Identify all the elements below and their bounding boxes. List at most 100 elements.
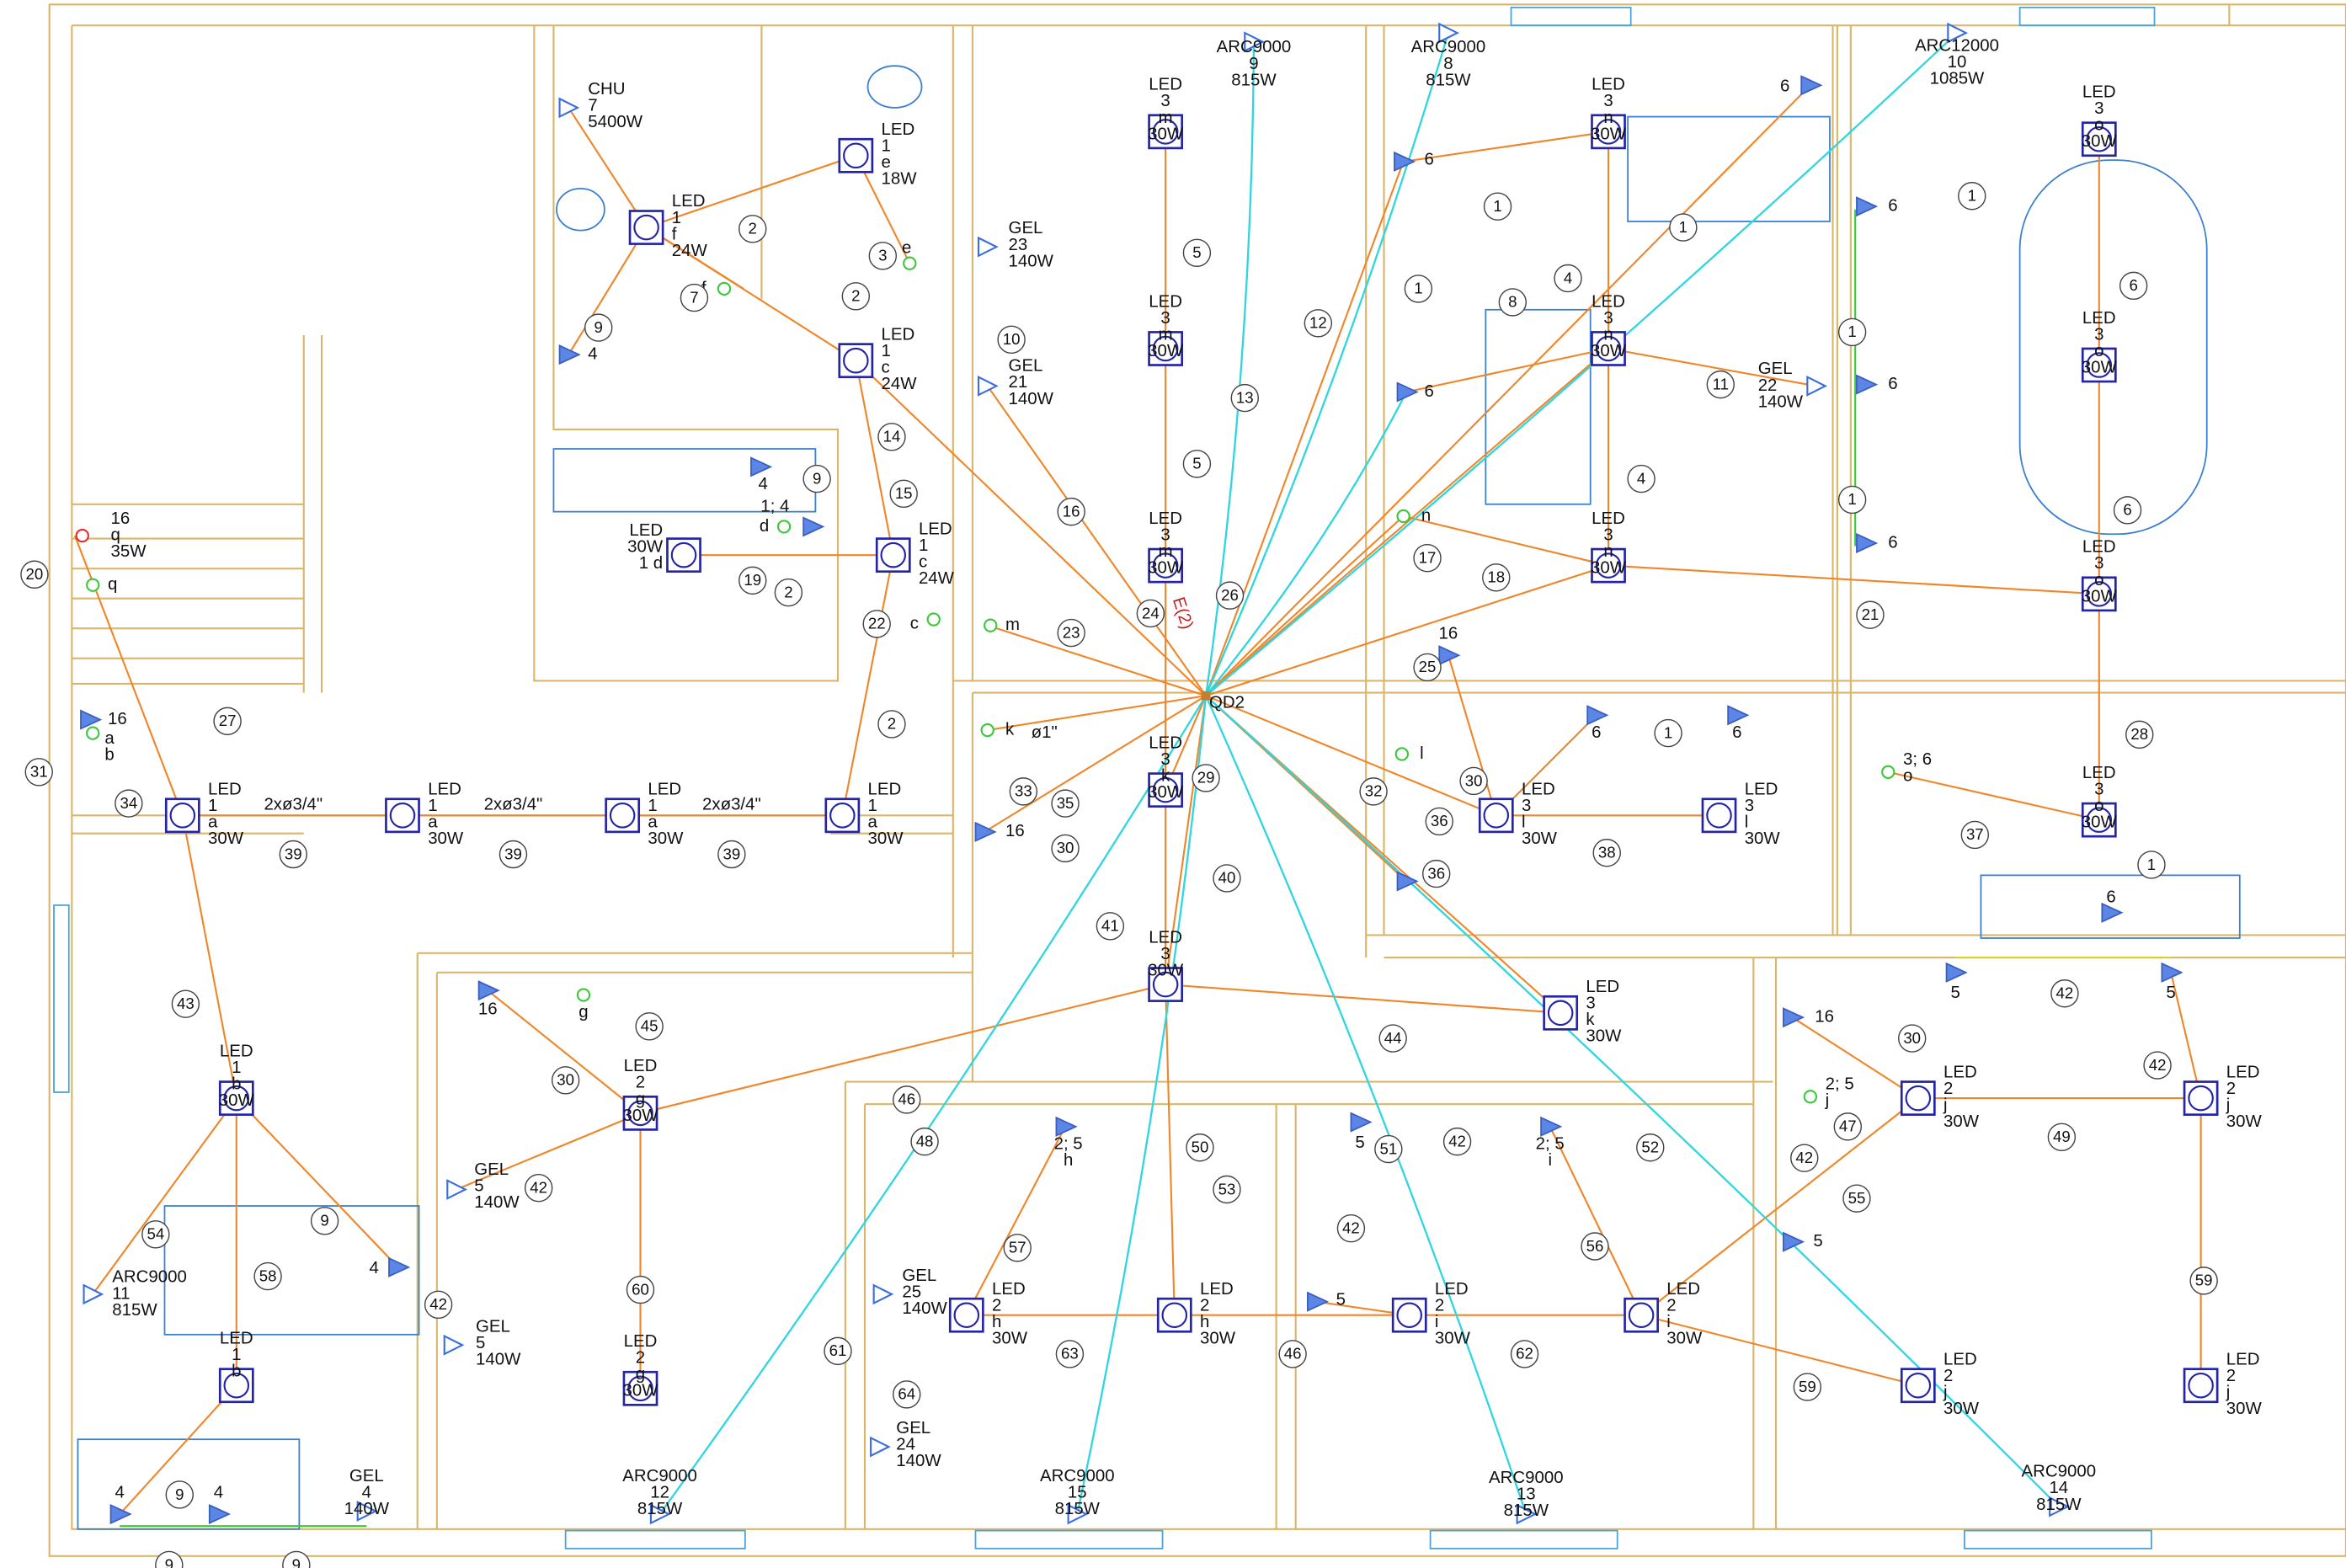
circuit-number: 28 [2130,725,2148,743]
outlet-symbol [1398,383,1417,401]
circuit-number: 1 [1847,323,1856,340]
equipment-label: 815W [2036,1496,2082,1514]
circuit-number: 35 [1057,794,1074,812]
fixture-label: 30W [992,1330,1028,1348]
equipment-label: 140W [474,1193,520,1212]
outlet-label: 5 [1336,1290,1346,1309]
fixture-label: 30W [1943,1400,1980,1418]
circuit-number: 42 [2149,1056,2167,1074]
switch-label: b [104,746,114,765]
fixture-label: 30W [2082,132,2118,151]
circuit-number: 1 [1847,490,1856,508]
switch-symbol [778,520,790,532]
fixture-label: 30W [2226,1112,2263,1131]
circuit-number: 36 [1431,812,1448,829]
equipment-symbol [978,377,996,395]
fixture-label: 30W [1435,1330,1471,1348]
equipment-symbol [447,1181,465,1198]
circuit-number: 61 [829,1341,847,1359]
pipe-label: 2xø3/4" [264,795,323,813]
equipment-label: 140W [1758,392,1804,411]
outlet-symbol [1541,1117,1560,1135]
fixture-label: 30W [2082,813,2118,832]
fixture-label: 30W [622,1382,658,1400]
toilet [557,189,605,231]
dining-table [2020,160,2207,534]
circuit-number: 9 [320,1212,328,1229]
wire [75,536,183,815]
outlet-symbol [1857,376,1876,393]
switch-symbol [87,579,99,591]
switch-symbol [928,613,940,625]
switch-label: c [910,614,919,632]
wire [237,1098,398,1267]
switch-symbol [904,258,915,269]
circuit-number: 62 [1516,1345,1533,1363]
fixture-label: 30W [1200,1330,1236,1348]
switch-label: m [1005,616,1020,634]
switch-symbol [984,620,996,632]
switch-label: g [579,1003,588,1021]
wire [1888,772,2099,820]
equipment-label: 140W [1009,252,1054,270]
equipment-label: 1085W [1930,70,1985,88]
circuit-number: 1 [1414,280,1422,297]
outlet-label: i [1548,1151,1552,1170]
circuit-number: 30 [1057,839,1074,856]
circuit-number: 59 [1799,1378,1816,1395]
wire [984,696,1206,832]
equipment-label: 140W [896,1452,941,1470]
outlet-symbol [1587,707,1607,724]
circuit-number: 58 [259,1267,277,1284]
fixture-label: 30W [1148,342,1184,360]
window [54,905,69,1092]
circuit-number: 14 [883,428,901,445]
fixture-label: 30W [1591,342,1627,360]
outlet-label: 4 [758,475,767,493]
switch-symbol [1398,510,1410,522]
circuit-number: 5 [1192,243,1201,261]
outlet-label: 4 [214,1484,223,1502]
wire [1165,984,1560,1013]
circuit-number: 46 [898,1091,915,1108]
outlet-symbol [1801,77,1821,94]
circuit-number: 54 [147,1225,164,1243]
outlet-symbol [1783,1233,1803,1251]
outlet-symbol [803,518,823,536]
outlet-label: 16 [1005,822,1025,840]
outlet-symbol [1947,963,1966,981]
equipment-symbol [874,1285,892,1303]
circuit-number: 11 [1713,375,1729,392]
circuit-number: 36 [1427,864,1445,882]
circuit-number: 25 [1419,658,1437,675]
outlet-label: 1; 4 [760,498,789,516]
fixture-label: 24W [882,375,918,393]
window [1512,8,1631,25]
outlet-label: 16 [1815,1008,1834,1027]
equipment-label: 815W [1426,71,1471,89]
circuit-number: 15 [895,484,913,502]
fixture-label: 30W [1943,1112,1980,1131]
circuit-number: 45 [641,1017,658,1035]
circuit-number: 2 [784,583,792,600]
circuit-number: 18 [1487,568,1505,586]
circuit-number: 19 [744,571,761,589]
switch-label: k [1005,720,1015,739]
circuit-number: 8 [1508,293,1517,311]
window [566,1531,745,1549]
fixture-label: 30W [1148,125,1184,143]
outlet-symbol [111,1505,131,1523]
equipment-symbol [560,99,578,116]
outlet-symbol [389,1258,408,1276]
circuit-number: 52 [1641,1139,1659,1156]
wire [488,990,640,1113]
outlet-symbol [1857,198,1876,216]
circuit-number: 41 [1101,917,1119,935]
circuit-number: 39 [504,845,522,862]
pipe-label: E(2) [1169,595,1197,632]
circuit-number: 1 [2147,856,2156,873]
wire [842,555,893,815]
circuit-number: 4 [1637,469,1645,487]
wire [1550,1127,1641,1315]
circuit-number: 63 [1061,1345,1079,1363]
